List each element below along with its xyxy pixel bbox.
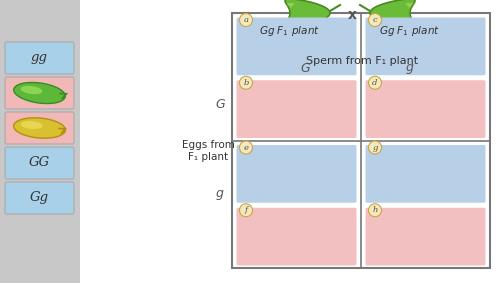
Text: c: c <box>372 16 378 24</box>
Text: Sperm from F₁ plant: Sperm from F₁ plant <box>306 56 418 66</box>
Circle shape <box>240 141 252 154</box>
FancyBboxPatch shape <box>366 208 486 265</box>
Circle shape <box>240 204 252 217</box>
FancyBboxPatch shape <box>236 18 356 75</box>
Polygon shape <box>405 3 413 11</box>
FancyBboxPatch shape <box>366 80 486 138</box>
Ellipse shape <box>20 86 42 94</box>
FancyBboxPatch shape <box>5 112 74 144</box>
Circle shape <box>368 141 382 154</box>
FancyBboxPatch shape <box>236 80 356 138</box>
Text: G: G <box>215 98 225 112</box>
Text: Gg F$_1$ plant: Gg F$_1$ plant <box>380 24 440 38</box>
Text: f: f <box>244 206 248 214</box>
Text: g: g <box>372 143 378 151</box>
Text: x: x <box>348 8 356 22</box>
FancyBboxPatch shape <box>5 182 74 214</box>
Circle shape <box>368 76 382 89</box>
Text: h: h <box>372 206 378 214</box>
Bar <box>232 13 490 268</box>
Polygon shape <box>370 0 415 27</box>
FancyBboxPatch shape <box>236 208 356 265</box>
Bar <box>80 0 500 283</box>
Text: g: g <box>216 186 224 200</box>
Polygon shape <box>285 0 330 27</box>
Ellipse shape <box>14 118 66 138</box>
FancyBboxPatch shape <box>5 42 74 74</box>
Text: b: b <box>244 79 248 87</box>
Circle shape <box>240 14 252 27</box>
Text: Gg F$_1$ plant: Gg F$_1$ plant <box>260 24 320 38</box>
Polygon shape <box>287 3 295 11</box>
Ellipse shape <box>14 82 66 104</box>
FancyBboxPatch shape <box>366 18 486 75</box>
Text: Gg: Gg <box>30 192 49 205</box>
Text: e: e <box>244 143 248 151</box>
Text: G: G <box>300 61 310 74</box>
Text: a: a <box>244 16 248 24</box>
Text: gg: gg <box>31 52 48 65</box>
FancyBboxPatch shape <box>5 147 74 179</box>
Circle shape <box>368 204 382 217</box>
FancyBboxPatch shape <box>366 145 486 203</box>
Text: g: g <box>406 61 414 74</box>
Ellipse shape <box>20 121 42 129</box>
Bar <box>0 0 80 283</box>
FancyBboxPatch shape <box>5 77 74 109</box>
Circle shape <box>240 76 252 89</box>
FancyBboxPatch shape <box>236 145 356 203</box>
Text: d: d <box>372 79 378 87</box>
Text: GG: GG <box>29 156 50 170</box>
Circle shape <box>368 14 382 27</box>
Text: Eggs from
F₁ plant: Eggs from F₁ plant <box>182 140 234 162</box>
